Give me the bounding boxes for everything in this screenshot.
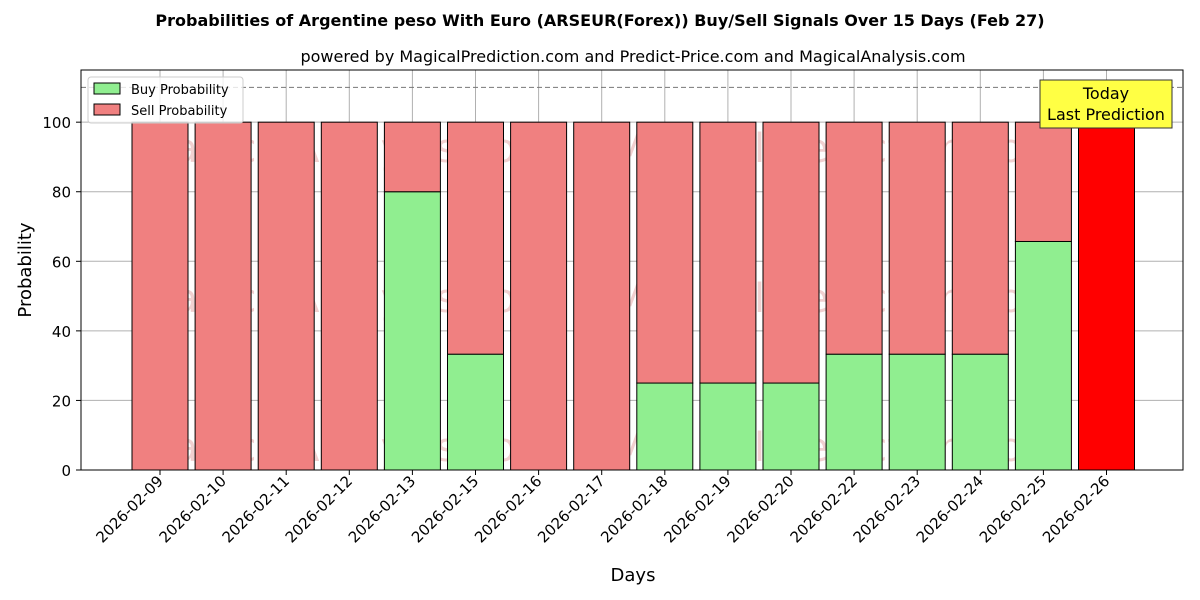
bar-sell: [1078, 121, 1135, 471]
x-axis-label: Days: [611, 565, 656, 586]
bar-sell: [131, 121, 189, 471]
legend-swatch-buy: [93, 82, 121, 95]
bar-buy: [762, 382, 820, 471]
y-tick-label: 20: [52, 392, 71, 410]
chart-title: Probabilities of Argentine peso With Eur…: [155, 11, 1044, 30]
x-tick-label: 2026-02-15: [408, 472, 482, 546]
bar-buy: [825, 353, 883, 471]
bar-sell: [888, 121, 946, 355]
bar-sell: [1014, 121, 1072, 242]
x-tick-label: 2026-02-24: [913, 472, 987, 546]
y-tick-label: 60: [52, 253, 71, 271]
y-tick-label: 0: [61, 462, 71, 480]
annotation-box: [1039, 79, 1173, 129]
bar-sell: [383, 121, 441, 193]
x-tick-label: 2026-02-11: [219, 472, 293, 546]
y-axis-label: Probability: [15, 222, 36, 317]
y-tick-label: 100: [42, 114, 71, 132]
x-tick-label: 2026-02-20: [723, 472, 797, 546]
bar-buy: [383, 191, 441, 471]
bar-buy: [1014, 240, 1072, 471]
bar-sell: [510, 121, 568, 471]
x-tick-label: 2026-02-12: [282, 472, 356, 546]
x-tick-label: 2026-02-22: [787, 472, 861, 546]
bar-sell: [762, 121, 820, 384]
x-tick-label: 2026-02-10: [156, 472, 230, 546]
bar-buy: [447, 353, 504, 471]
bar-sell: [825, 121, 883, 355]
annotation-line-1: Today: [1082, 84, 1129, 103]
bar-buy: [888, 353, 946, 471]
legend-label-sell: Sell Probability: [131, 104, 228, 119]
x-tick-label: 2026-02-13: [345, 472, 419, 546]
plot-frame: [80, 69, 1184, 471]
bar-sell: [320, 121, 378, 471]
bar-sell: [951, 121, 1009, 355]
x-tick-label: 2026-02-26: [1039, 472, 1113, 546]
chart-subtitle: powered by MagicalPrediction.com and Pre…: [300, 47, 965, 66]
x-axis-ticks: 2026-02-092026-02-102026-02-112026-02-12…: [92, 470, 1113, 546]
legend-label-buy: Buy Probability: [131, 83, 229, 98]
y-tick-label: 40: [52, 323, 71, 341]
legend: Buy Probability Sell Probability: [87, 76, 244, 124]
y-axis-ticks: 0 20 40 60 80 100: [42, 114, 81, 480]
x-tick-label: 2026-02-23: [850, 472, 924, 546]
bars: [131, 121, 1135, 471]
bar-sell: [636, 121, 694, 384]
x-tick-label: 2026-02-18: [597, 472, 671, 546]
bar-sell: [699, 121, 757, 384]
today-annotation: Today Last Prediction: [1039, 79, 1173, 129]
x-tick-label: 2026-02-09: [92, 472, 166, 546]
x-tick-label: 2026-02-19: [660, 472, 734, 546]
bar-buy: [951, 353, 1009, 471]
bar-sell: [573, 121, 631, 471]
x-tick-label: 2026-02-17: [534, 472, 608, 546]
annotation-line-2: Last Prediction: [1047, 105, 1165, 124]
bar-buy: [636, 382, 694, 471]
bar-buy: [699, 382, 757, 471]
x-tick-label: 2026-02-16: [471, 472, 545, 546]
bar-sell: [447, 121, 504, 355]
y-tick-label: 80: [52, 184, 71, 202]
x-tick-label: 2026-02-25: [976, 472, 1050, 546]
bar-sell: [194, 121, 252, 471]
legend-box: [87, 76, 244, 124]
bar-sell: [257, 121, 315, 471]
legend-swatch-sell: [93, 103, 121, 116]
